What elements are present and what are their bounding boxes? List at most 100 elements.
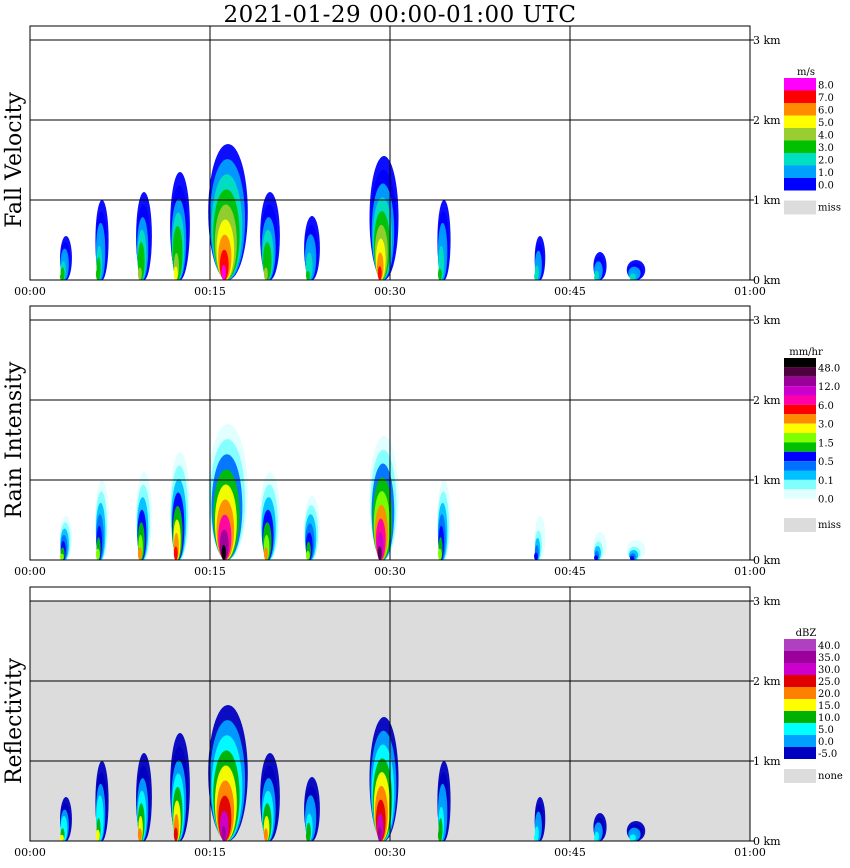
echo-cell	[593, 813, 607, 842]
colorbar-missing-swatch	[784, 200, 816, 215]
colorbar-swatch	[784, 451, 816, 462]
echo-cell	[260, 192, 280, 281]
x-tick-label: 00:45	[554, 285, 586, 298]
echo-contour	[437, 829, 442, 841]
echo-cell	[369, 156, 399, 280]
colorbar-label: 1.0	[818, 168, 834, 179]
y-tick-label: 2 km	[753, 394, 781, 407]
colorbar-label: -5.0	[818, 749, 837, 760]
echo-contour	[221, 264, 226, 281]
colorbar-swatch	[784, 103, 816, 116]
echo-cell	[593, 532, 607, 561]
x-tick-label: 00:30	[374, 846, 406, 859]
y-axis-title: Fall Velocity	[2, 92, 27, 228]
colorbar-label: 40.0	[818, 641, 840, 652]
echo-contour	[437, 548, 442, 560]
plot-frame	[29, 586, 751, 842]
colorbar-swatch	[784, 699, 816, 711]
colorbar-unit: m/s	[797, 67, 815, 78]
echo-cell	[260, 472, 280, 561]
colorbar-missing-swatch	[784, 769, 816, 783]
x-tick-label: 01:00	[734, 846, 766, 859]
echo-cell	[593, 252, 607, 281]
y-axis-title: Reflectivity	[2, 657, 27, 784]
echo-cell	[626, 260, 646, 281]
y-tick-label: 0 km	[753, 554, 781, 567]
colorbar-swatch	[784, 735, 816, 747]
colorbar-swatch	[784, 498, 816, 508]
colorbar-swatch	[784, 687, 816, 699]
x-tick-label: 00:45	[554, 565, 586, 578]
x-tick-label: 00:00	[14, 565, 46, 578]
echo-contour	[263, 828, 268, 841]
colorbar-label: 15.0	[818, 701, 840, 712]
colorbar-label: 0.0	[818, 737, 834, 748]
echo-cell	[208, 705, 248, 842]
echo-cell	[260, 753, 280, 842]
colorbar-swatch	[784, 153, 816, 166]
echo-contour	[630, 837, 634, 841]
x-tick-label: 00:30	[374, 285, 406, 298]
echo-contour	[263, 267, 268, 281]
x-tick-label: 01:00	[734, 565, 766, 578]
echo-cell	[136, 472, 152, 561]
colorbar-swatch	[784, 404, 816, 415]
colorbar-label: 8.0	[818, 80, 834, 91]
echo-contour	[173, 546, 178, 560]
y-tick-label: 2 km	[753, 675, 781, 688]
colorbar-label: 35.0	[818, 653, 840, 664]
colorbar-label: 20.0	[818, 689, 840, 700]
y-tick-label: 2 km	[753, 114, 781, 127]
y-tick-label: 1 km	[753, 755, 781, 768]
colorbar-label: 3.0	[818, 143, 834, 154]
y-tick-label: 3 km	[753, 595, 781, 608]
echo-contour	[305, 550, 310, 561]
echo-contour	[59, 834, 64, 841]
echo-contour	[95, 268, 100, 280]
x-tick-label: 00:00	[14, 285, 46, 298]
colorbar-label: 4.0	[818, 130, 834, 141]
echo-contour	[305, 831, 310, 842]
echo-contour	[594, 836, 598, 842]
echo-contour	[377, 827, 382, 841]
colorbar-swatch	[784, 358, 816, 368]
colorbar-label: 0.0	[818, 495, 834, 506]
echo-contour	[221, 825, 226, 841]
x-tick-label: 00:45	[554, 846, 586, 859]
colorbar-swatch	[784, 423, 816, 433]
y-tick-label: 1 km	[753, 194, 781, 207]
echo-contour	[377, 266, 382, 280]
echo-cell	[170, 172, 190, 280]
echo-contour	[534, 833, 538, 841]
echo-cell	[437, 480, 451, 561]
echo-contour	[95, 548, 100, 560]
echo-cell	[626, 540, 646, 561]
colorbar-label: 0.5	[818, 457, 834, 468]
colorbar-unit: dBZ	[796, 628, 817, 639]
colorbar-label: 7.0	[818, 93, 834, 104]
echo-contour	[305, 270, 310, 280]
y-axis-title: Rain Intensity	[2, 361, 27, 518]
colorbar-swatch	[784, 165, 816, 178]
colorbar-swatch	[784, 414, 816, 424]
colorbar-swatch	[784, 78, 816, 91]
echo-cell	[304, 216, 320, 280]
colorbar-missing-label: none	[818, 771, 843, 782]
echo-cell	[208, 144, 248, 281]
echo-cell	[136, 753, 152, 842]
colorbar-swatch	[784, 128, 816, 141]
colorbar-label: 3.0	[818, 420, 834, 431]
echo-contour	[594, 555, 598, 561]
echo-cell	[59, 236, 72, 281]
colorbar-swatch	[784, 489, 816, 499]
panel-2: 0 km 1 km 2 km 3 km 00:00 00:15 00:30 00:45 01:0…	[2, 305, 841, 578]
x-tick-label: 00:15	[194, 565, 226, 578]
echo-cell	[369, 436, 399, 560]
colorbar-swatch	[784, 90, 816, 103]
colorbar-label: 10.0	[818, 713, 840, 724]
colorbar-swatch	[784, 376, 816, 387]
plot-frame	[29, 25, 751, 281]
echo-contour	[59, 553, 64, 560]
panel-3: 0 km 1 km 2 km 3 km 00:00 00:15 00:30 00:45 01:0…	[2, 586, 843, 859]
